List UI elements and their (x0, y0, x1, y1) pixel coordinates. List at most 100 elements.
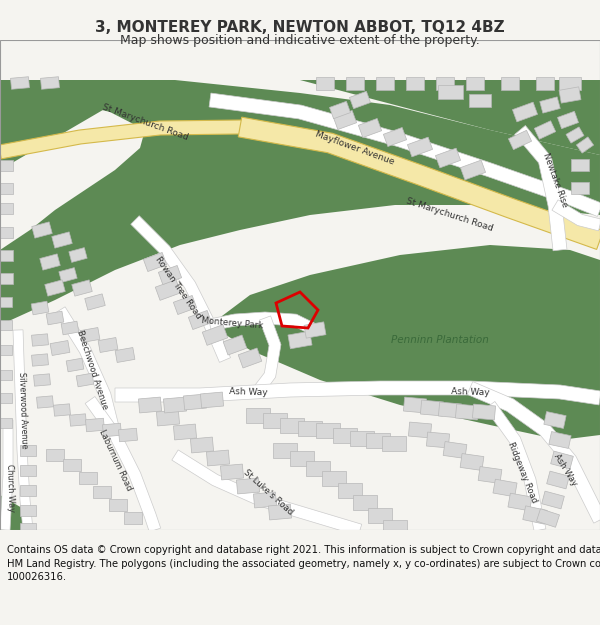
Polygon shape (0, 420, 13, 530)
Text: HM Land Registry. The polygons (including the associated geometry, namely x, y c: HM Land Registry. The polygons (includin… (7, 559, 600, 569)
Bar (0, 370, 12, 380)
Bar (20, 484, 36, 496)
Bar (383, 519, 407, 534)
Bar (268, 504, 292, 520)
Bar (508, 131, 532, 149)
Bar (98, 338, 118, 352)
Bar (349, 91, 371, 109)
Bar (382, 436, 406, 451)
Bar (322, 471, 346, 486)
Bar (188, 311, 212, 329)
Bar (316, 422, 340, 437)
Polygon shape (552, 200, 600, 231)
Text: St Marychurch Road: St Marychurch Road (406, 197, 494, 233)
Bar (206, 450, 230, 466)
Bar (0, 202, 13, 214)
Bar (535, 121, 556, 139)
Polygon shape (0, 495, 22, 530)
Polygon shape (0, 80, 600, 325)
Bar (469, 94, 491, 106)
Bar (472, 404, 496, 420)
Polygon shape (85, 396, 161, 532)
Bar (350, 431, 374, 446)
Bar (40, 254, 60, 270)
Bar (571, 182, 589, 194)
Bar (280, 418, 304, 432)
Bar (37, 396, 53, 408)
Bar (316, 76, 334, 89)
Text: Laburnum Road: Laburnum Road (97, 428, 133, 492)
Bar (571, 159, 589, 171)
Polygon shape (209, 93, 600, 216)
Bar (338, 482, 362, 498)
Bar (551, 451, 574, 469)
Bar (63, 459, 81, 471)
Bar (559, 76, 581, 89)
Bar (0, 393, 12, 403)
Bar (119, 428, 137, 442)
Bar (246, 408, 270, 422)
Bar (403, 397, 427, 413)
Bar (79, 472, 97, 484)
Text: Contains OS data © Crown copyright and database right 2021. This information is : Contains OS data © Crown copyright and d… (7, 545, 600, 555)
Bar (76, 373, 94, 387)
Bar (31, 301, 49, 315)
Bar (46, 311, 64, 325)
Bar (306, 461, 330, 476)
Bar (0, 272, 13, 284)
Bar (69, 248, 87, 262)
Bar (263, 412, 287, 428)
Bar (190, 437, 214, 453)
Bar (478, 466, 502, 484)
Polygon shape (209, 312, 317, 336)
Bar (70, 414, 86, 426)
Bar (158, 266, 182, 284)
Bar (202, 324, 228, 346)
Bar (139, 397, 161, 413)
Text: 3, MONTEREY PARK, NEWTON ABBOT, TQ12 4BZ: 3, MONTEREY PARK, NEWTON ABBOT, TQ12 4BZ (95, 20, 505, 35)
Bar (41, 77, 59, 89)
Polygon shape (485, 401, 546, 531)
Text: Rowan Tree Road: Rowan Tree Road (153, 255, 203, 321)
Bar (427, 432, 449, 448)
Bar (439, 402, 461, 418)
Polygon shape (467, 381, 600, 523)
Bar (290, 451, 314, 466)
Bar (143, 253, 167, 271)
Bar (80, 328, 100, 342)
Bar (0, 182, 13, 194)
Bar (366, 432, 390, 447)
Bar (273, 442, 297, 458)
Bar (157, 410, 179, 426)
Bar (353, 494, 377, 509)
Bar (0, 418, 12, 428)
Polygon shape (210, 245, 600, 440)
Bar (32, 334, 49, 346)
Text: Map shows position and indicative extent of the property.: Map shows position and indicative extent… (120, 34, 480, 47)
Text: St Luke's Road: St Luke's Road (241, 468, 295, 516)
Bar (0, 297, 12, 307)
Bar (220, 464, 244, 480)
Polygon shape (300, 80, 600, 155)
Bar (407, 137, 433, 157)
Bar (20, 444, 36, 456)
Bar (20, 504, 36, 516)
Bar (103, 423, 121, 437)
Text: Ridgeway Road: Ridgeway Road (506, 440, 538, 504)
Bar (200, 392, 224, 408)
Bar (437, 85, 463, 99)
Bar (304, 322, 326, 338)
Bar (334, 111, 356, 129)
Bar (66, 358, 84, 372)
Polygon shape (250, 316, 281, 399)
Text: Ash Way: Ash Way (451, 387, 490, 397)
Bar (86, 418, 104, 432)
Polygon shape (238, 117, 600, 249)
Text: Ash Way: Ash Way (229, 387, 268, 397)
Bar (223, 335, 247, 355)
Bar (155, 279, 181, 301)
Bar (559, 87, 581, 103)
Bar (0, 226, 13, 238)
Bar (32, 222, 52, 238)
Bar (0, 159, 13, 171)
